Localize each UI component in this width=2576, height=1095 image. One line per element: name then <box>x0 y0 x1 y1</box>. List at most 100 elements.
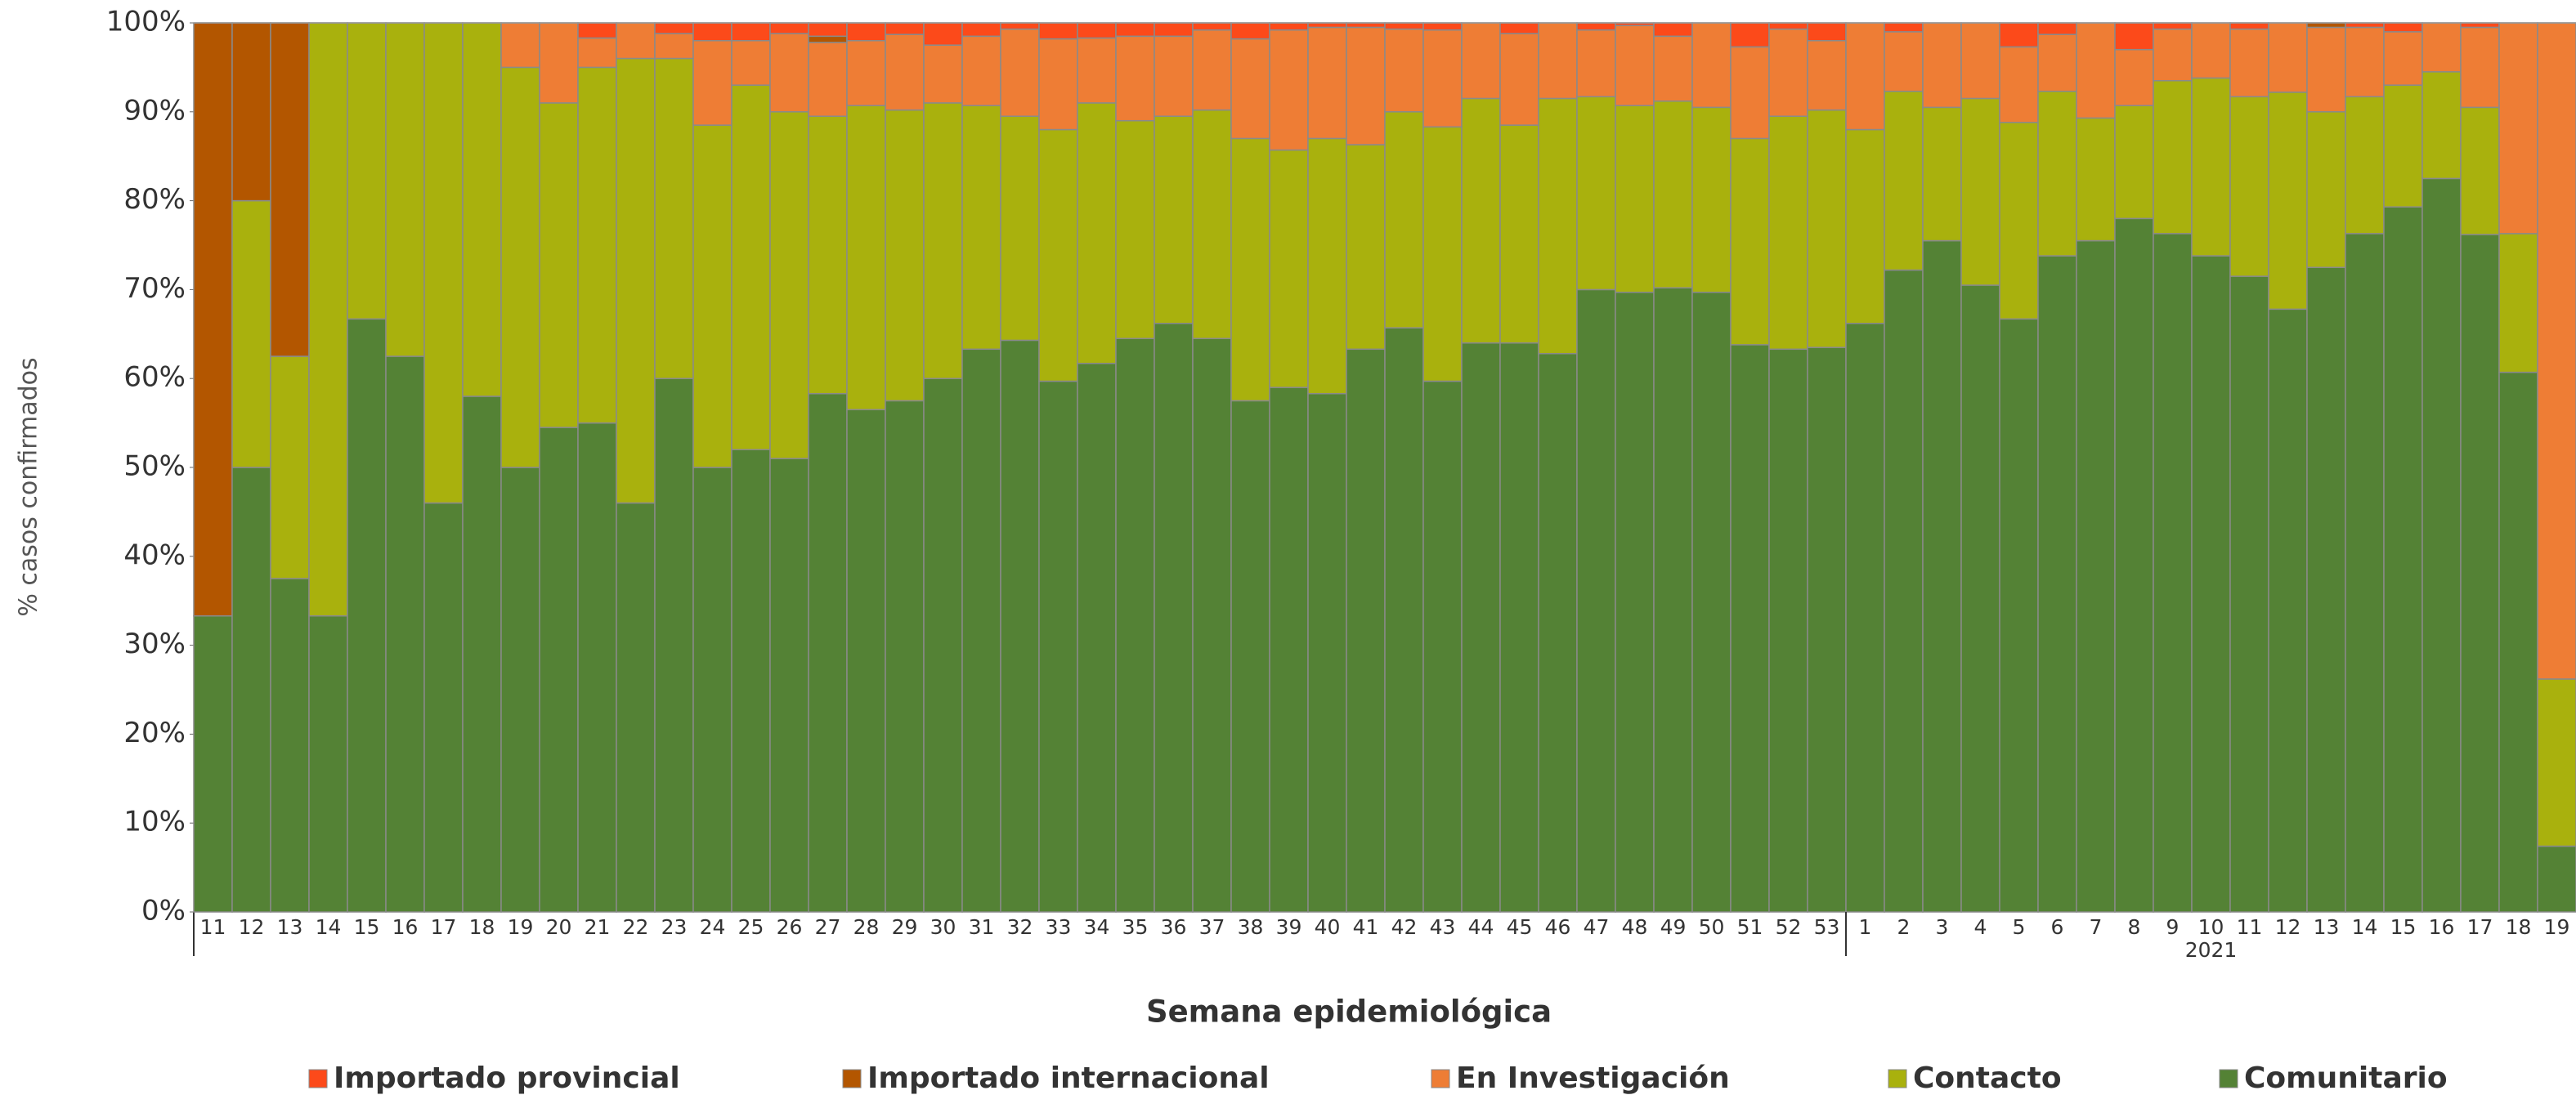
bar-segment <box>1077 37 1117 104</box>
bar-segment <box>2460 26 2500 109</box>
bar-segment <box>1999 22 2039 48</box>
bar-segment <box>2114 217 2154 913</box>
legend-swatch <box>308 1069 328 1088</box>
legend-swatch <box>1888 1069 1907 1088</box>
bar-segment <box>692 467 732 913</box>
bar-segment <box>500 467 540 913</box>
x-tick-label: 21 <box>585 915 611 939</box>
bar-segment <box>1807 109 1847 348</box>
bar-segment <box>1307 26 1347 140</box>
x-tick-label: 3 <box>1936 915 1949 939</box>
bar-segment <box>1768 115 1808 351</box>
x-axis-title: Semana epidemiológica <box>1146 994 1552 1030</box>
bar-segment <box>2037 255 2077 913</box>
bar-segment <box>1269 22 1309 31</box>
bar-segment <box>616 22 656 60</box>
bar-segment <box>1499 33 1539 126</box>
bar-segment <box>231 199 271 468</box>
bar-segment <box>2345 26 2385 98</box>
bar-segment <box>1346 26 1386 145</box>
bar-segment <box>2191 77 2231 257</box>
bar-segment <box>1269 387 1309 913</box>
y-tick-label: 20% <box>123 717 186 749</box>
bar-segment <box>1576 22 1616 31</box>
bar-segment <box>308 22 348 617</box>
x-tick-label: 11 <box>2237 915 2263 939</box>
bar-segment <box>1730 46 1770 140</box>
bar-segment <box>961 348 1001 913</box>
x-tick-label: 43 <box>1430 915 1456 939</box>
x-tick-label: 23 <box>661 915 688 939</box>
bar-segment <box>1768 348 1808 913</box>
bar-segment <box>1922 106 1962 242</box>
bar-segment <box>808 392 848 913</box>
bar-segment <box>885 400 925 913</box>
bar-segment <box>1884 31 1924 92</box>
legend-label: Importado internacional <box>867 1061 1270 1095</box>
bar-segment <box>539 102 579 428</box>
bar-segment <box>1999 318 2039 913</box>
y-axis-title: % casos confirmados <box>15 357 43 616</box>
bar-segment <box>385 355 425 913</box>
bar-segment <box>308 615 348 913</box>
bar-segment <box>2076 117 2116 242</box>
bar-segment <box>846 409 886 913</box>
bar-segment <box>1154 322 1194 913</box>
bar-segment <box>654 57 694 379</box>
bar-segment <box>2153 79 2193 235</box>
bar-segment <box>1499 342 1539 913</box>
x-tick-label: 14 <box>316 915 342 939</box>
bar-segment <box>1384 22 1424 30</box>
bar-segment <box>1730 22 1770 48</box>
bar-segment <box>2421 22 2462 73</box>
y-tick-label: 30% <box>123 628 186 660</box>
bar-segment <box>2268 22 2308 93</box>
x-tick-label: 50 <box>1699 915 1725 939</box>
bar-segment <box>1115 22 1155 38</box>
bar-segment <box>2345 22 2385 29</box>
bar-segment <box>1000 115 1040 342</box>
bar-segment <box>1845 322 1885 913</box>
bar-segment <box>1038 38 1078 131</box>
bar-segment <box>1999 122 2039 320</box>
bar-segment <box>1230 137 1270 402</box>
bar-segment <box>2460 22 2500 29</box>
bar-segment <box>885 34 925 111</box>
bar-segment <box>1038 22 1078 40</box>
bar-segment <box>462 22 502 397</box>
bar-segment <box>1346 144 1386 351</box>
bar-segment <box>1307 137 1347 395</box>
bar-segment <box>347 22 387 320</box>
legend-label: Comunitario <box>2244 1061 2448 1095</box>
bar-segment <box>2345 233 2385 913</box>
x-tick-label: 2 <box>1897 915 1911 939</box>
x-tick-label: 30 <box>930 915 956 939</box>
x-tick-label: 15 <box>354 915 380 939</box>
x-tick-label: 51 <box>1737 915 1763 939</box>
x-tick-label: 12 <box>239 915 265 939</box>
bar-segment <box>2306 22 2346 29</box>
bar-segment <box>270 578 310 913</box>
legend-label: En Investigación <box>1456 1061 1730 1095</box>
x-tick-label: 24 <box>700 915 726 939</box>
bar-segment <box>923 378 963 913</box>
x-tick-label: 25 <box>738 915 764 939</box>
bar-segment <box>885 22 925 35</box>
x-tick-label: 1 <box>1859 915 1872 939</box>
bar-segment <box>577 37 617 69</box>
bar-segment <box>1384 111 1424 328</box>
bar-segment <box>1154 22 1194 38</box>
bar-segment <box>2306 266 2346 913</box>
bar-segment <box>1807 22 1847 42</box>
bar-segment <box>1615 25 1655 106</box>
bar-segment <box>539 22 579 104</box>
bar-segment <box>270 22 310 357</box>
bar-segment <box>1192 29 1232 111</box>
bar-segment <box>2421 71 2462 180</box>
x-tick-label: 34 <box>1084 915 1110 939</box>
x-tick-label: 14 <box>2352 915 2378 939</box>
bar-segment <box>231 22 271 202</box>
bar-segment <box>1691 22 1732 109</box>
x-tick-label: 26 <box>777 915 803 939</box>
